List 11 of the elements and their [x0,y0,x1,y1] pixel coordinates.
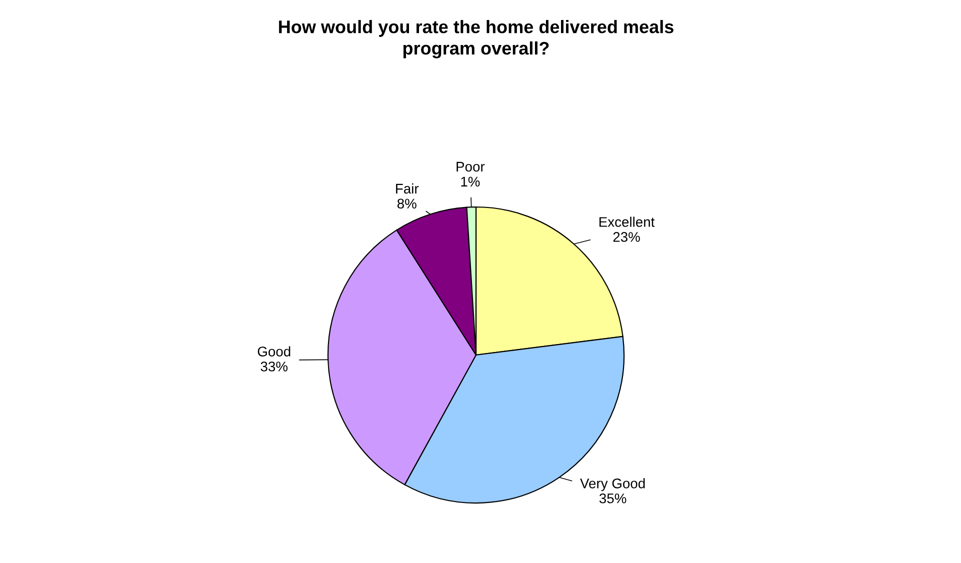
slice-label: Poor [456,162,485,172]
data-label: 35% [599,493,626,504]
slice-label: Good [258,346,290,356]
slice-label: Fair [396,183,419,194]
data-label: 23% [613,232,640,242]
data-label: 33% [260,362,288,372]
slice-label: Excellent [599,216,655,227]
data-label: 1% [461,176,480,187]
chart-title: How would you rate the home delivered meals program overall? [279,20,674,58]
slice-label: Very Good [580,478,645,492]
data-label: 8% [397,198,416,209]
